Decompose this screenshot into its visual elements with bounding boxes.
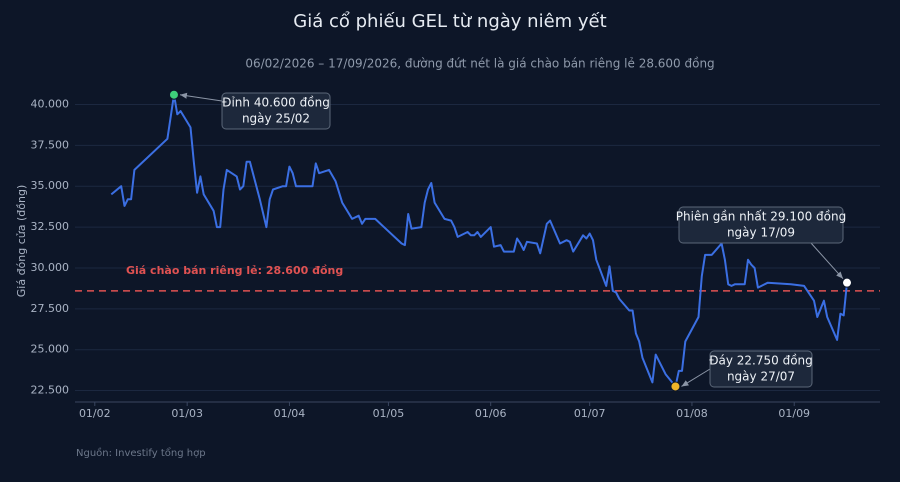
x-tick-label: 01/09 xyxy=(778,407,810,420)
annotation-marker xyxy=(670,381,681,392)
annotation-text: Đỉnh 40.600 đồng xyxy=(222,96,330,110)
y-tick-label: 40.000 xyxy=(31,98,70,111)
annotation-text: Đáy 22.750 đồng xyxy=(709,354,813,368)
annotation-text: ngày 17/09 xyxy=(727,226,795,240)
y-tick-label: 22.500 xyxy=(31,384,70,397)
annotation-arrow xyxy=(810,242,844,280)
chart-title: Giá cổ phiếu GEL từ ngày niêm yết xyxy=(293,11,606,32)
annotation-text: ngày 27/07 xyxy=(727,370,795,384)
reference-label: Giá chào bán riêng lẻ: 28.600 đồng xyxy=(126,264,343,277)
x-tick-label: 01/06 xyxy=(475,407,507,420)
y-axis-label: Giá đóng cửa (đồng) xyxy=(15,185,28,298)
annotation-box xyxy=(678,206,844,244)
x-tick-label: 01/02 xyxy=(79,407,111,420)
annotation-marker xyxy=(168,89,179,100)
y-tick-label: 37.500 xyxy=(31,138,70,151)
x-tick-label: 01/04 xyxy=(274,407,306,420)
y-tick-label: 35.000 xyxy=(31,179,70,192)
chart-subtitle: 06/02/2026 – 17/09/2026, đường đứt nét l… xyxy=(245,57,714,71)
annotation-box xyxy=(221,92,331,130)
x-tick-label: 01/08 xyxy=(676,407,708,420)
y-tick-label: 32.500 xyxy=(31,220,70,233)
annotation-arrow xyxy=(179,92,223,102)
annotation-arrow xyxy=(681,368,711,387)
annotation-marker xyxy=(842,277,853,288)
y-tick-label: 25.000 xyxy=(31,343,70,356)
price-line xyxy=(110,93,848,388)
annotation-text: ngày 25/02 xyxy=(242,112,310,126)
y-tick-label: 27.500 xyxy=(31,302,70,315)
y-tick-label: 30.000 xyxy=(31,261,70,274)
annotation-box xyxy=(709,350,813,388)
x-tick-label: 01/03 xyxy=(171,407,203,420)
source: Nguồn: Investify tổng hợp xyxy=(76,446,206,459)
x-tick-label: 01/05 xyxy=(373,407,405,420)
x-tick-label: 01/07 xyxy=(574,407,606,420)
annotation-text: Phiên gần nhất 29.100 đồng xyxy=(676,210,846,224)
